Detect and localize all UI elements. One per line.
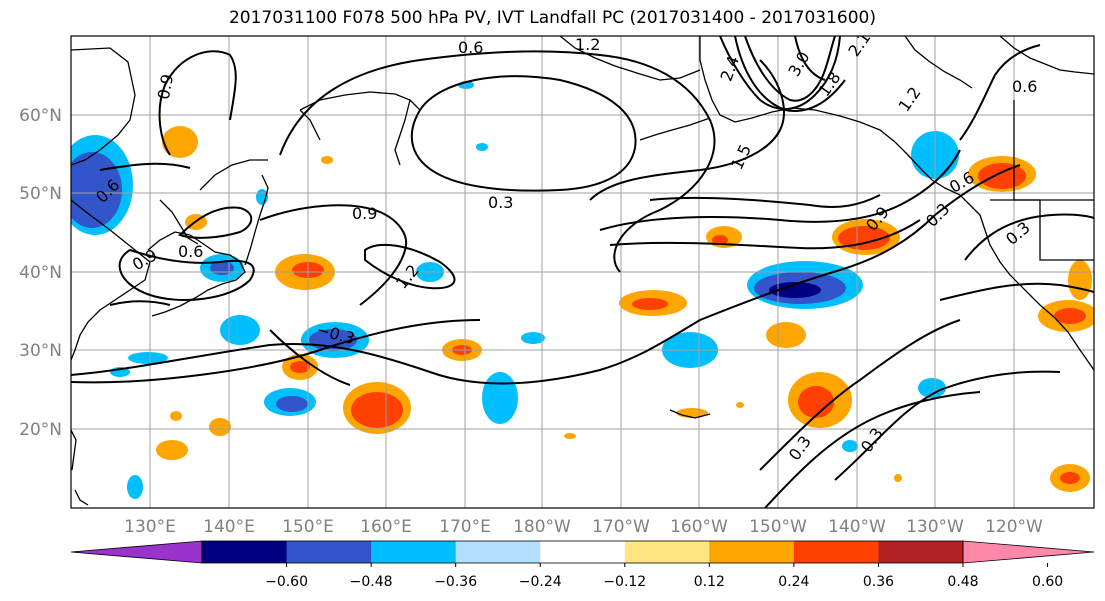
lon-tick-label: 150°E [282, 517, 334, 537]
lon-tick-label: 170°E [439, 517, 491, 537]
colorbar: −0.60 −0.48 −0.36 −0.24 −0.12 0.12 0.24 0.36 0.4… [70, 540, 1095, 590]
colorbar-segment [793, 541, 879, 563]
colorbar-segment [624, 541, 710, 563]
lat-tick-label: 50°N [19, 184, 62, 204]
lon-tick-label: 150°W [749, 517, 807, 537]
gridlines [71, 36, 1094, 508]
lon-tick-label: 140°W [828, 517, 886, 537]
contour-label: 0.9 [352, 204, 377, 223]
map-title: 2017031100 F078 500 hPa PV, IVT Landfall… [228, 8, 876, 28]
colorbar-segment [371, 541, 457, 563]
colorbar-tick-label: −0.60 [265, 574, 308, 590]
anomaly-patches [71, 81, 1094, 499]
colorbar-segment [540, 541, 626, 563]
lat-axis-labels: 60°N 50°N 40°N 30°N 20°N [19, 106, 62, 440]
map-frame [70, 35, 1095, 509]
lon-tick-label: 160°W [670, 517, 728, 537]
contour-label: 0.6 [1012, 77, 1037, 96]
lon-tick-label: 130°E [124, 517, 176, 537]
colorbar-tick-label: 0.48 [947, 574, 978, 590]
colorbar-segment [455, 541, 541, 563]
lon-tick-label: 170°W [592, 517, 650, 537]
pv-contours [71, 36, 1094, 508]
contour-label: 0.3 [488, 193, 513, 212]
colorbar-tick-label: −0.24 [519, 574, 562, 590]
lon-tick-label: 130°W [906, 517, 964, 537]
colorbar-tick-label: 0.36 [863, 574, 894, 590]
lon-tick-label: 120°W [985, 517, 1043, 537]
contour-label: 0.6 [178, 242, 203, 261]
colorbar-tick-label: −0.12 [603, 574, 646, 590]
coastlines [71, 36, 1094, 506]
lat-tick-label: 30°N [19, 341, 62, 361]
colorbar-tick-label: 0.60 [1032, 574, 1063, 590]
colorbar-tick-label: 0.12 [694, 574, 725, 590]
lon-tick-label: 140°E [203, 517, 255, 537]
lat-tick-label: 40°N [19, 263, 62, 283]
lat-tick-label: 60°N [19, 106, 62, 126]
lon-axis-labels: 130°E 140°E 150°E 160°E 170°E 180°W 170°… [124, 517, 1043, 537]
colorbar-tick-label: −0.36 [434, 574, 477, 590]
colorbar-frame [201, 540, 964, 564]
negative-patches [71, 81, 959, 499]
lon-tick-label: 160°E [360, 517, 412, 537]
colorbar-tick-label: −0.48 [350, 574, 393, 590]
lon-tick-label: 180°W [513, 517, 571, 537]
lat-tick-label: 20°N [19, 420, 62, 440]
positive-patches [156, 126, 1094, 492]
contour-label: 1.2 [575, 35, 600, 54]
colorbar-segment [202, 541, 288, 563]
colorbar-extension-high [962, 540, 1095, 564]
colorbar-tick-label: 0.24 [778, 574, 809, 590]
contour-label: 0.9 [154, 73, 177, 101]
colorbar-segment [709, 541, 795, 563]
contour-label: 0.6 [458, 38, 483, 57]
colorbar-extension-low [70, 540, 203, 564]
colorbar-segment [286, 541, 372, 563]
colorbar-segment [878, 541, 964, 563]
